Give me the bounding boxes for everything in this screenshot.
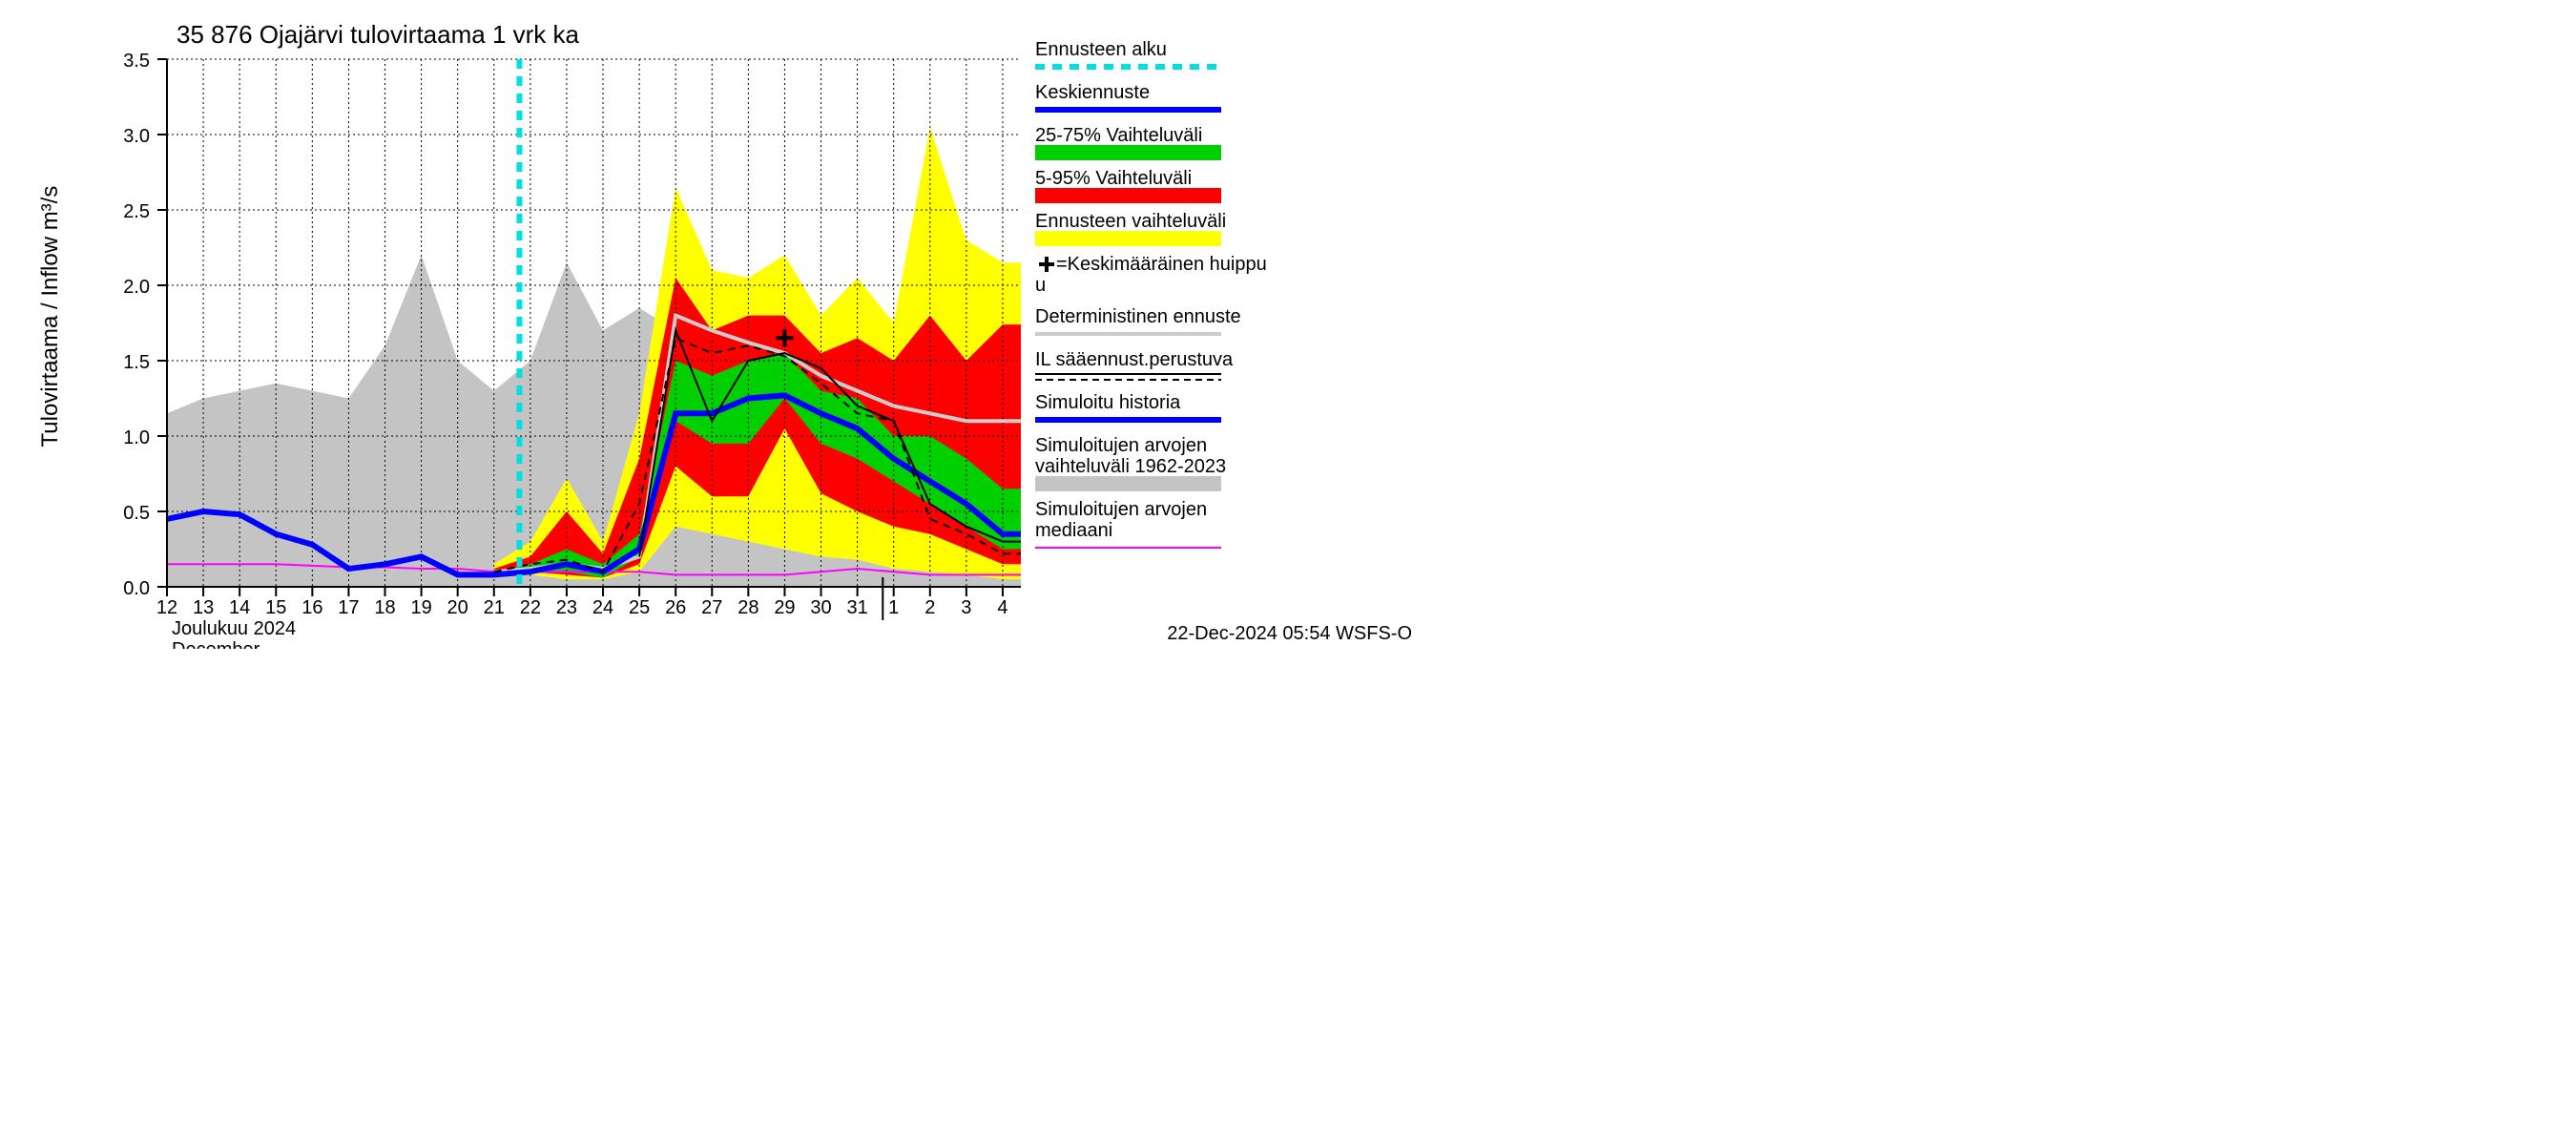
x-tick-label: 16 [301,597,322,618]
y-tick-label: 1.0 [123,427,150,448]
legend-swatch [1035,145,1221,160]
y-axis-title: Tulovirtaama / Inflow m³/s [37,186,63,448]
x-tick-label: 13 [193,597,214,618]
x-tick-label: 26 [665,597,686,618]
x-tick-label: 24 [592,597,613,618]
legend-swatch [1035,231,1221,246]
legend-label: Deterministinen ennuste [1035,306,1241,327]
x-tick-label: 4 [997,597,1008,618]
legend-label: Simuloitujen arvojen [1035,435,1207,456]
legend-label: u [1035,275,1046,296]
legend-label: vaihteluväli 1962-2023 [1035,456,1226,477]
y-tick-label: 1.5 [123,352,150,373]
x-tick-label: 29 [774,597,795,618]
x-tick-label: 19 [410,597,431,618]
chart-title: 35 876 Ojajärvi tulovirtaama 1 vrk ka [177,20,580,49]
y-tick-label: 3.5 [123,51,150,72]
x-tick-label: 14 [229,597,250,618]
y-tick-label: 2.5 [123,201,150,222]
x-month-en: December [172,639,260,649]
chart-svg: 35 876 Ojajärvi tulovirtaama 1 vrk ka 0.0… [0,0,1431,649]
y-tick-label: 0.0 [123,578,150,599]
legend-label: 5-95% Vaihteluväli [1035,168,1192,189]
x-tick-label: 21 [484,597,505,618]
x-tick-label: 17 [338,597,359,618]
legend-label: Simuloitujen arvojen [1035,499,1207,520]
legend-label: Ennusteen alku [1035,39,1167,60]
x-tick-label: 23 [556,597,577,618]
x-tick-label: 27 [701,597,722,618]
x-tick-label: 12 [156,597,177,618]
x-tick-label: 31 [846,597,867,618]
x-tick-label: 15 [265,597,286,618]
x-tick-label: 28 [737,597,758,618]
legend-label: IL sääennust.perustuva [1035,349,1234,370]
y-tick-label: 0.5 [123,503,150,524]
x-tick-label: 22 [520,597,541,618]
legend-label: Simuloitu historia [1035,392,1181,413]
x-tick-label: 20 [447,597,468,618]
legend-label: =Keskimääräinen huippu [1056,254,1267,275]
legend-label: mediaani [1035,520,1112,541]
legend-swatch [1035,476,1221,491]
y-tick-label: 3.0 [123,126,150,147]
x-tick-label: 3 [961,597,971,618]
x-tick-label: 25 [629,597,650,618]
timestamp: 22-Dec-2024 05:54 WSFS-O [1167,623,1412,644]
legend-label: 25-75% Vaihteluväli [1035,125,1202,146]
x-tick-label: 1 [888,597,899,618]
chart-container: 35 876 Ojajärvi tulovirtaama 1 vrk ka 0.0… [0,0,1431,649]
legend-label: Ennusteen vaihteluväli [1035,211,1226,232]
x-tick-label: 2 [924,597,935,618]
x-month-fi: Joulukuu 2024 [172,618,296,639]
x-tick-label: 18 [374,597,395,618]
legend-swatch [1035,188,1221,203]
x-tick-label: 30 [810,597,831,618]
legend-label: Keskiennuste [1035,82,1150,103]
y-tick-label: 2.0 [123,277,150,298]
